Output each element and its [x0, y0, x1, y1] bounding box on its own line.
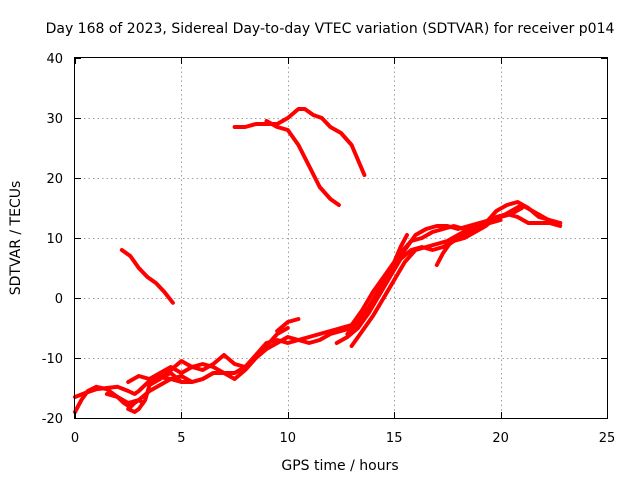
chart-title: Day 168 of 2023, Sidereal Day-to-day VTE… — [46, 21, 615, 37]
x-tick-labels: 0 5 10 15 20 25 — [71, 431, 615, 446]
y-tick-label: 40 — [46, 52, 63, 67]
x-tick-label: 15 — [386, 431, 403, 446]
series-arc-9 — [334, 212, 563, 345]
series-arc-15 — [232, 107, 367, 177]
y-tick-label: 20 — [46, 172, 63, 187]
series-arc-7 — [168, 233, 409, 384]
y-tick-labels: -20 -10 0 10 20 30 40 — [42, 52, 63, 427]
y-tick-label: 0 — [55, 292, 63, 307]
series-arc-1 — [73, 384, 146, 414]
series-arc-6 — [147, 317, 365, 387]
x-tick-label: 20 — [492, 431, 509, 446]
x-tick-label: 5 — [177, 431, 185, 446]
y-axis-label: SDTVAR / TECUs — [8, 181, 24, 296]
x-axis-label: GPS time / hours — [281, 458, 398, 474]
x-tick-label: 10 — [280, 431, 297, 446]
y-tick-label: -10 — [42, 352, 63, 367]
tick-marks — [75, 58, 608, 419]
y-tick-label: -20 — [42, 412, 63, 427]
plot-frame — [74, 57, 608, 419]
y-tick-label: 30 — [46, 112, 63, 127]
series-arc-12 — [370, 206, 524, 306]
series-arc-14 — [119, 248, 175, 305]
series-arc-11 — [349, 203, 563, 348]
grid — [75, 58, 607, 418]
series-arc-8 — [275, 317, 301, 333]
x-tick-label: 25 — [599, 431, 616, 446]
series-arc-16 — [264, 119, 341, 207]
series-arc-13 — [434, 218, 503, 267]
series-group — [73, 107, 563, 414]
y-tick-label: 10 — [46, 232, 63, 247]
x-tick-label: 0 — [71, 431, 79, 446]
